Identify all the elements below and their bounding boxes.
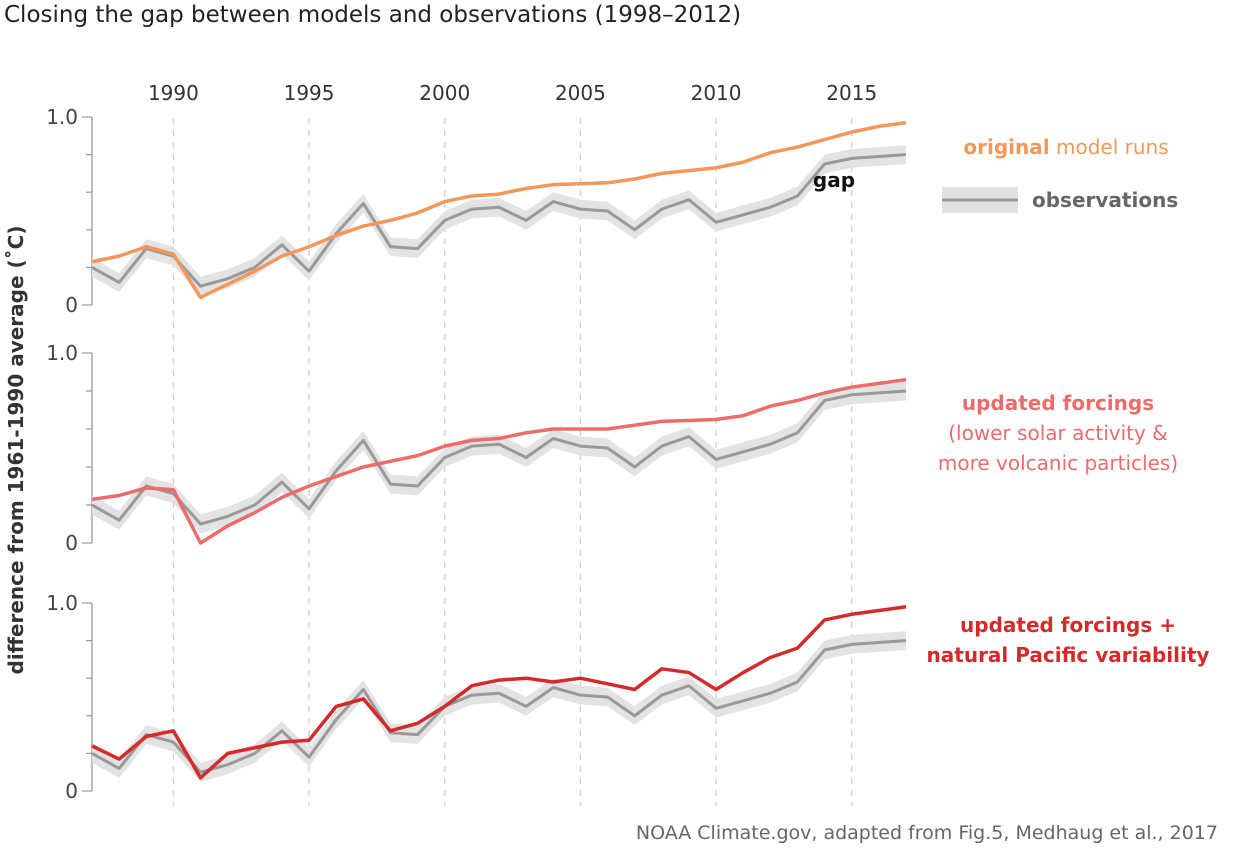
y-tick-label: 1.0 — [46, 105, 78, 129]
y-tick-label: 0 — [65, 531, 78, 555]
legend-bold-word: original — [963, 135, 1049, 159]
chart-title: Closing the gap between models and obser… — [4, 2, 742, 28]
observations-line — [91, 153, 907, 288]
legend-updated-forcings-line: more volcanic particles) — [938, 451, 1178, 475]
observations-line — [91, 639, 907, 774]
legend-pacific-variability-line: updated forcings + — [960, 613, 1176, 637]
legend-original-model-runs: original model runs — [963, 135, 1168, 159]
x-tick-label: 1995 — [284, 81, 335, 105]
x-tick-label: 2015 — [826, 81, 877, 105]
legend-updated-forcings-line: (lower solar activity & — [948, 421, 1168, 445]
gap-annotation: gap — [813, 168, 855, 192]
y-tick-label: 1.0 — [46, 341, 78, 365]
source-credit: NOAA Climate.gov, adapted from Fig.5, Me… — [635, 822, 1218, 844]
x-tick-label: 2010 — [691, 81, 742, 105]
x-tick-label: 1990 — [148, 81, 199, 105]
x-tick-label: 2000 — [419, 81, 470, 105]
legend-observations-label: observations — [1032, 188, 1178, 212]
original-model-line — [91, 120, 907, 300]
x-tick-label: 2005 — [555, 81, 606, 105]
pacific-model-line — [91, 605, 907, 780]
updated-model-line — [91, 377, 907, 545]
y-tick-label: 0 — [65, 779, 78, 803]
y-tick-label: 0 — [65, 293, 78, 317]
observations-line — [91, 389, 907, 526]
legend-pacific-variability-line: natural Pacific variability — [927, 643, 1210, 667]
y-tick-label: 1.0 — [46, 591, 78, 615]
observations-uncertainty-band — [92, 145, 906, 296]
legend-rest: model runs — [1050, 135, 1169, 159]
legend-updated-forcings-line: updated forcings — [962, 391, 1154, 415]
